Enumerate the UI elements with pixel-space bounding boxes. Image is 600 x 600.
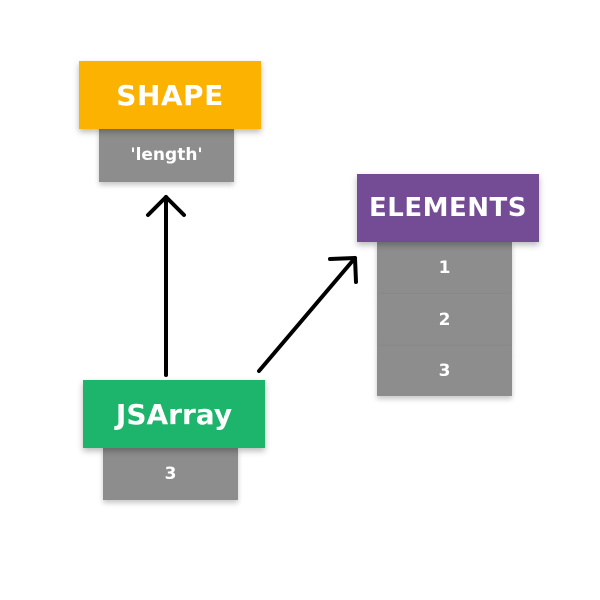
jsarray-length-cell: 3	[103, 448, 238, 500]
element-cell-2: 2	[377, 294, 512, 346]
shape-length-cell: 'length'	[99, 128, 234, 182]
elements-header: ELEMENTS	[357, 174, 539, 242]
shape-pointer-arrow	[146, 195, 186, 377]
elements-pointer-arrow	[257, 256, 358, 373]
element-cell-1: 1	[377, 242, 512, 294]
shape-header: SHAPE	[79, 61, 261, 129]
element-cell-3: 3	[377, 346, 512, 396]
jsarray-header: JSArray	[83, 380, 265, 448]
